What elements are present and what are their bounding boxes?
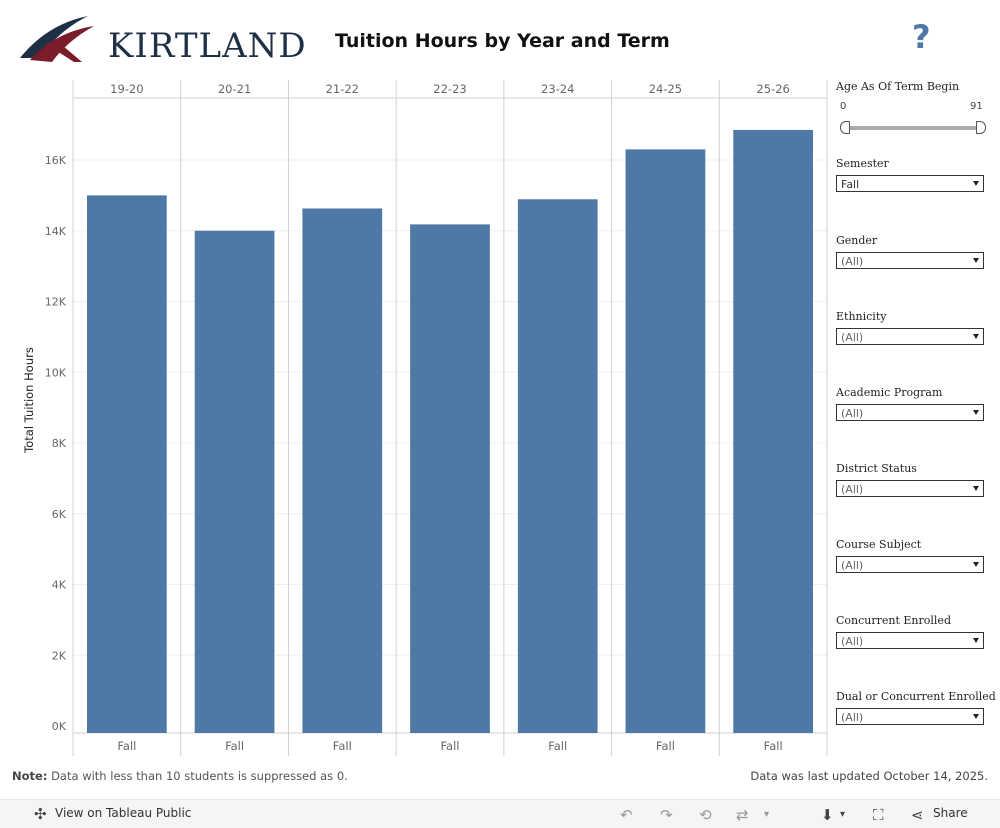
fullscreen-icon[interactable]: ⛶ [873, 806, 884, 824]
age-max-label: 91 [970, 101, 983, 112]
y-tick-label: 14K [45, 225, 67, 238]
year-header-label: 21-22 [326, 82, 359, 96]
kirtland-logo[interactable]: KIRTLAND [16, 10, 306, 68]
filter-academic-program-value: (All) [841, 407, 864, 420]
filter-dual-concurrent-value: (All) [841, 711, 864, 724]
undo-icon[interactable]: ↶ [620, 806, 633, 824]
term-label: Fall [764, 739, 783, 753]
suppression-note: Note: Data with less than 10 students is… [12, 769, 348, 783]
share-button[interactable]: Share [933, 806, 968, 820]
year-header-label: 22-23 [433, 82, 466, 96]
y-tick-label: 2K [52, 649, 67, 662]
redo-icon[interactable]: ↷ [660, 806, 673, 824]
bar [194, 230, 275, 733]
filter-gender-select[interactable]: (All) [836, 252, 984, 269]
tableau-logo-icon: ✣ [34, 805, 47, 823]
filter-semester-value: Fall [841, 178, 860, 191]
year-header-label: 23-24 [541, 82, 574, 96]
filter-academic-program-select[interactable]: (All) [836, 404, 984, 421]
page-title: Tuition Hours by Year and Term [335, 30, 670, 52]
y-axis-label: Total Tuition Hours [22, 347, 36, 454]
logo-wordmark: KIRTLAND [108, 26, 307, 66]
dropdown-arrow-icon [973, 486, 979, 491]
dropdown-arrow-icon [973, 638, 979, 643]
filter-concurrent-enrolled-value: (All) [841, 635, 864, 648]
age-slider-min-handle[interactable] [840, 121, 850, 134]
dropdown-arrow-icon [973, 181, 979, 186]
revert-icon[interactable]: ⟲ [699, 806, 712, 824]
filter-semester-select[interactable]: Fall [836, 175, 984, 192]
year-header-label: 19-20 [110, 82, 143, 96]
axis-labels: 0K 2K 4K 6K 8K 10K 12K 14K 16K 19-20 Fall 20-21 Fall… [45, 82, 790, 753]
year-header-label: 25-26 [756, 82, 789, 96]
filter-gender-value: (All) [841, 255, 864, 268]
dropdown-arrow-icon [973, 410, 979, 415]
last-updated-text: Data was last updated October 14, 2025. [750, 769, 988, 783]
bar [625, 149, 706, 733]
y-tick-label: 6K [52, 508, 67, 521]
bar [517, 199, 598, 734]
refresh-icon[interactable]: ⇄ [736, 806, 749, 824]
filter-academic-program-label: Academic Program [836, 386, 943, 399]
filter-semester-label: Semester [836, 157, 889, 170]
note-text: Data with less than 10 students is suppr… [47, 769, 348, 783]
filter-gender-label: Gender [836, 234, 878, 247]
dropdown-arrow-icon [973, 562, 979, 567]
note-prefix: Note: [12, 769, 48, 783]
filter-district-status-label: District Status [836, 462, 917, 475]
term-label: Fall [333, 739, 352, 753]
y-tick-label: 10K [45, 366, 67, 379]
filter-course-subject-select[interactable]: (All) [836, 556, 984, 573]
download-icon[interactable]: ⬇ [821, 806, 834, 824]
bar [87, 195, 167, 733]
view-on-tableau-link[interactable]: View on Tableau Public [55, 806, 192, 820]
term-label: Fall [656, 739, 675, 753]
age-slider-max-handle[interactable] [976, 121, 986, 134]
filter-ethnicity-select[interactable]: (All) [836, 328, 984, 345]
filter-concurrent-enrolled-select[interactable]: (All) [836, 632, 984, 649]
term-label: Fall [548, 739, 567, 753]
age-filter-label: Age As Of Term Begin [836, 80, 960, 93]
tableau-toolbar: ✣ View on Tableau Public ↶ ↷ ⟲ ⇄ ▾ ⬇ ▾ ⛶… [0, 799, 1000, 828]
logo-swoosh-icon [20, 16, 94, 62]
y-tick-label: 8K [52, 437, 67, 450]
filter-district-status-select[interactable]: (All) [836, 480, 984, 497]
dropdown-arrow-icon [973, 334, 979, 339]
y-tick-label: 4K [52, 579, 67, 592]
age-slider-track[interactable] [841, 126, 981, 130]
term-label: Fall [117, 739, 136, 753]
age-min-label: 0 [840, 101, 847, 112]
bar [410, 224, 490, 733]
term-label: Fall [225, 739, 244, 753]
term-label: Fall [441, 739, 460, 753]
y-tick-label: 12K [45, 296, 67, 309]
y-tick-label: 16K [45, 154, 67, 167]
filter-concurrent-enrolled-label: Concurrent Enrolled [836, 614, 951, 627]
bar-chart: 0K 2K 4K 6K 8K 10K 12K 14K 16K 19-20 Fall 20-21 Fall… [22, 80, 828, 756]
help-button[interactable]: ? [912, 18, 931, 56]
year-header-label: 24-25 [649, 82, 682, 96]
filter-ethnicity-value: (All) [841, 331, 864, 344]
filter-dual-concurrent-select[interactable]: (All) [836, 708, 984, 725]
bar [302, 208, 383, 733]
filter-dual-concurrent-label: Dual or Concurrent Enrolled [836, 690, 996, 703]
filter-course-subject-label: Course Subject [836, 538, 922, 551]
bars [87, 129, 813, 734]
share-icon[interactable]: ⋖ [911, 806, 924, 824]
dropdown-arrow-icon [973, 714, 979, 719]
refresh-dropdown-icon[interactable]: ▾ [764, 809, 770, 820]
filter-district-status-value: (All) [841, 483, 864, 496]
filter-ethnicity-label: Ethnicity [836, 310, 887, 323]
y-tick-label: 0K [52, 720, 67, 733]
filter-course-subject-value: (All) [841, 559, 864, 572]
bar [733, 129, 813, 733]
year-header-label: 20-21 [218, 82, 251, 96]
download-dropdown-icon[interactable]: ▾ [840, 809, 846, 820]
dropdown-arrow-icon [973, 258, 979, 263]
